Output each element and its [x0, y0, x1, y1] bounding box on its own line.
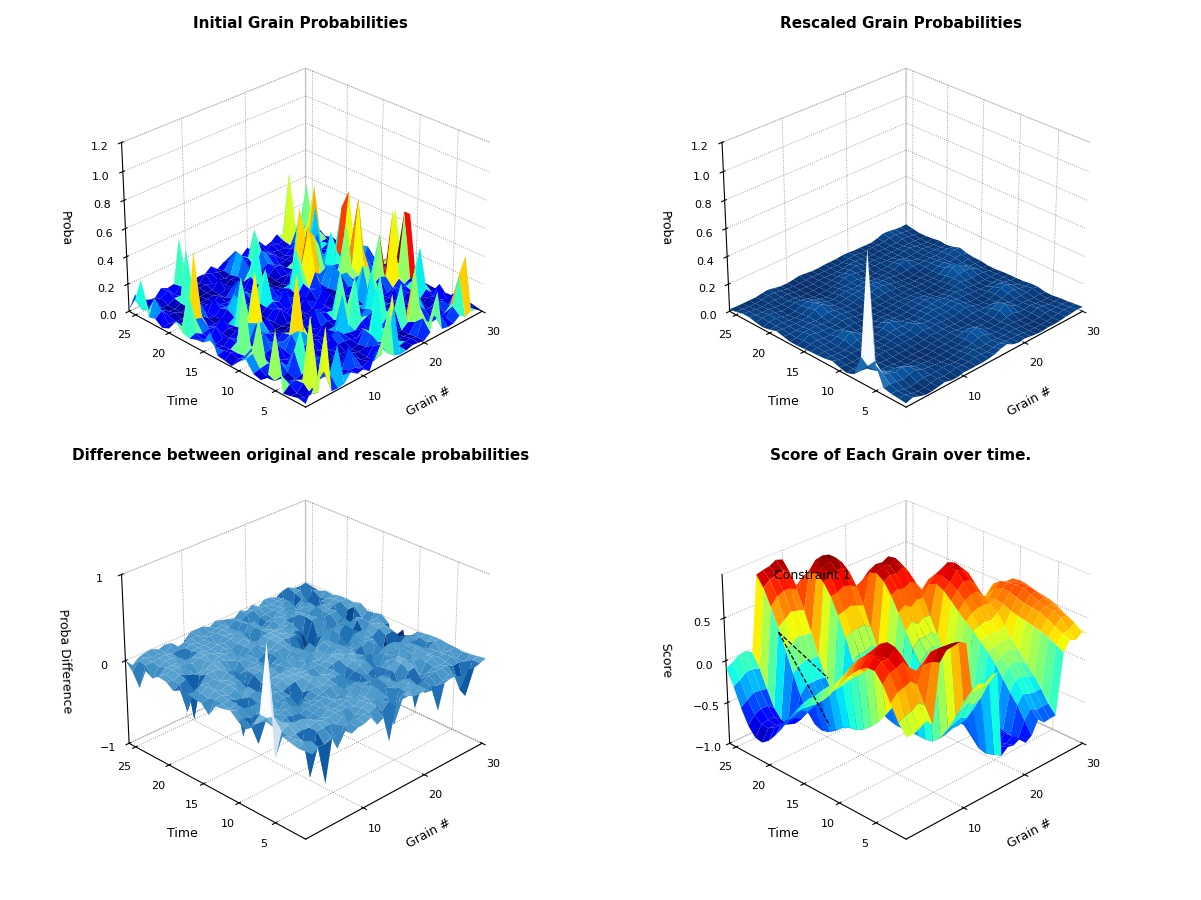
X-axis label: Grain #: Grain # [405, 816, 453, 851]
Text: Constraint 1: Constraint 1 [773, 569, 850, 582]
Title: Rescaled Grain Probabilities: Rescaled Grain Probabilities [779, 15, 1022, 31]
Y-axis label: Time: Time [167, 395, 198, 409]
X-axis label: Grain #: Grain # [1005, 816, 1053, 851]
Title: Score of Each Grain over time.: Score of Each Grain over time. [770, 447, 1032, 463]
Y-axis label: Time: Time [767, 395, 799, 409]
X-axis label: Grain #: Grain # [405, 384, 453, 419]
Title: Initial Grain Probabilities: Initial Grain Probabilities [193, 15, 407, 31]
Y-axis label: Time: Time [167, 827, 198, 841]
Y-axis label: Time: Time [767, 827, 799, 841]
X-axis label: Grain #: Grain # [1005, 384, 1053, 419]
Title: Difference between original and rescale probabilities: Difference between original and rescale … [72, 447, 528, 463]
